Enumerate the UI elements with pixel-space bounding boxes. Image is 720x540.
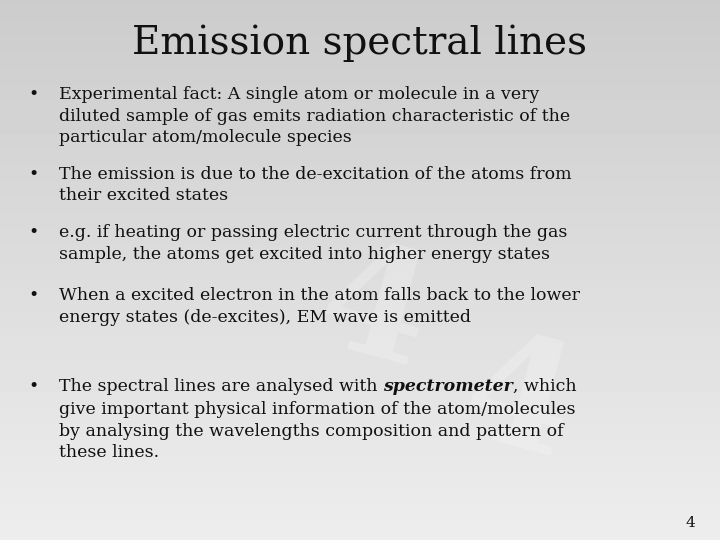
Text: •: •	[29, 224, 39, 241]
Text: Emission spectral lines: Emission spectral lines	[132, 24, 588, 62]
Text: •: •	[29, 166, 39, 183]
Text: The emission is due to the de-excitation of the atoms from
their excited states: The emission is due to the de-excitation…	[59, 166, 572, 204]
Text: , which: , which	[513, 378, 577, 395]
Text: give important physical information of the atom/molecules
by analysing the wavel: give important physical information of t…	[59, 401, 575, 461]
Text: •: •	[29, 287, 39, 304]
Text: 4: 4	[685, 516, 695, 530]
Text: e.g. if heating or passing electric current through the gas
sample, the atoms ge: e.g. if heating or passing electric curr…	[59, 224, 567, 262]
Text: The spectral lines are analysed with: The spectral lines are analysed with	[59, 378, 383, 395]
Text: 4: 4	[448, 319, 589, 491]
Text: Experimental fact: A single atom or molecule in a very
diluted sample of gas emi: Experimental fact: A single atom or mole…	[59, 86, 570, 146]
Text: 4: 4	[304, 227, 445, 399]
Text: •: •	[29, 86, 39, 103]
Text: •: •	[29, 378, 39, 395]
Text: When a excited electron in the atom falls back to the lower
energy states (de-ex: When a excited electron in the atom fall…	[59, 287, 580, 326]
Text: spectrometer: spectrometer	[383, 378, 513, 395]
